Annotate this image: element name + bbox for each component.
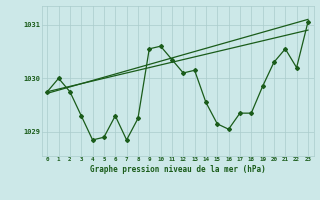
X-axis label: Graphe pression niveau de la mer (hPa): Graphe pression niveau de la mer (hPa) [90, 165, 266, 174]
